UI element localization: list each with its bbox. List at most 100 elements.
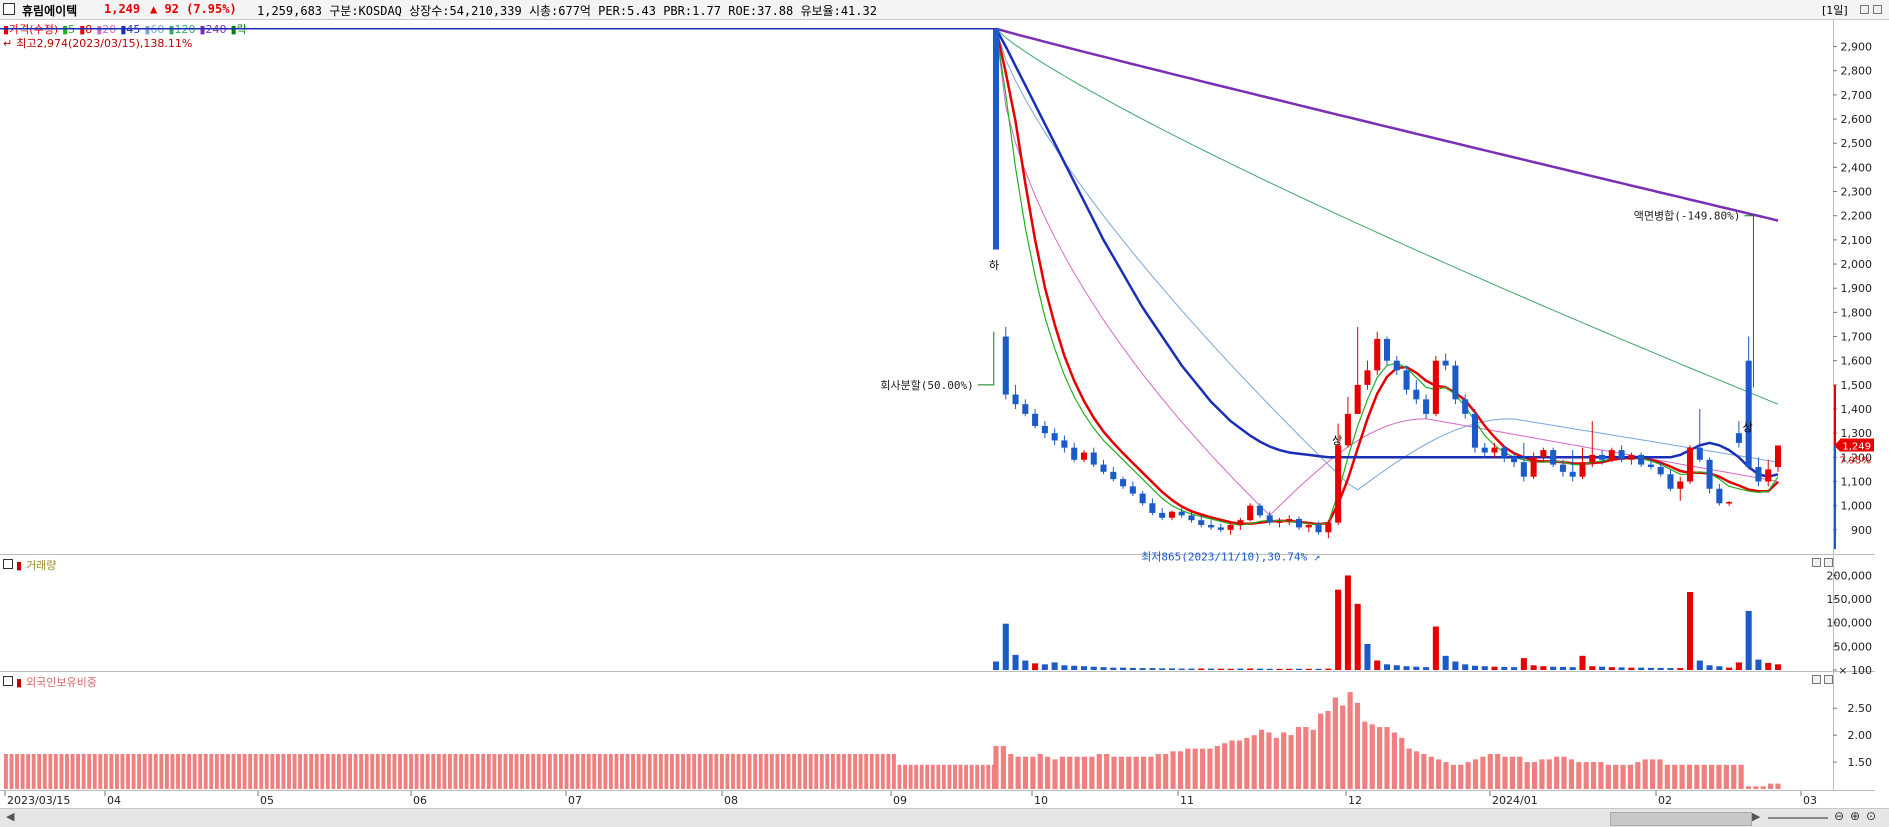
foreign-bar <box>398 754 402 789</box>
x-tick-label: 10 <box>1034 794 1048 807</box>
volume-bar <box>1090 666 1097 670</box>
bottom-scrollbar[interactable]: ◀ ▶ ⊖ ⊕ ⊙ <box>0 808 1889 827</box>
volume-y-tick-label: 150,000 <box>1827 593 1873 606</box>
foreign-bar <box>1236 740 1243 789</box>
foreign-bar <box>764 754 769 789</box>
foreign-bar <box>1214 745 1220 789</box>
legend-item[interactable]: ▮20 <box>96 23 117 36</box>
foreign-bar <box>65 754 69 789</box>
y-tick-label: 1,800 <box>1841 306 1873 319</box>
volume-bar <box>1159 668 1166 670</box>
legend-item[interactable]: ▮가격(수정) <box>3 23 59 36</box>
candle-body <box>1423 399 1430 414</box>
foreign-bar <box>181 754 186 789</box>
volume-bar <box>1520 658 1527 670</box>
foreign-bar <box>603 754 608 789</box>
foreign-bar <box>1199 748 1206 789</box>
foreign-bar <box>1421 754 1427 789</box>
foreign-bar <box>1259 729 1265 789</box>
foreign-bar <box>1502 756 1508 789</box>
volume-bar <box>1217 668 1224 670</box>
volume-bar <box>1002 623 1009 670</box>
y-tick-label: 2,500 <box>1841 137 1873 150</box>
candle-body <box>1403 370 1410 390</box>
candle-body <box>1100 464 1107 472</box>
volume-bar <box>1041 664 1048 670</box>
volume-y-tick-label: 100,000 <box>1827 617 1873 630</box>
candle-body <box>1452 365 1459 400</box>
price-legend: ▮가격(수정) ▮5 ▮8 ▮20 ▮45 ▮60 ▮120 ▮240 ▮락 <box>3 21 251 37</box>
panel-checkbox[interactable] <box>3 3 15 15</box>
zoom-out-icon[interactable]: ⊖ <box>1834 809 1845 823</box>
panel-divider[interactable] <box>0 554 1875 555</box>
legend-item[interactable]: ▮45 <box>120 23 141 36</box>
price-panel[interactable] <box>0 20 1833 554</box>
candle-body <box>1638 454 1645 465</box>
candle-body <box>1168 511 1175 518</box>
foreign-bar <box>331 754 336 789</box>
foreign-bar <box>203 754 208 789</box>
scroll-left-icon[interactable]: ◀ <box>6 810 15 823</box>
foreign-bar <box>742 754 747 789</box>
candle-body <box>1432 360 1439 414</box>
legend-item[interactable]: ▮락 <box>230 23 247 36</box>
volume-restore-icon[interactable] <box>1812 558 1821 567</box>
foreign-restore-icon[interactable] <box>1812 675 1821 684</box>
foreign-bar <box>1251 735 1257 789</box>
foreign-close-icon[interactable] <box>1824 675 1833 684</box>
volume-bar <box>1344 575 1351 670</box>
window-close-icon[interactable] <box>1873 5 1882 14</box>
legend-marker-icon: ▮ <box>16 676 23 689</box>
volume-panel[interactable] <box>0 555 1833 671</box>
volume-bar <box>1198 668 1205 670</box>
foreign-bar <box>403 754 408 789</box>
foreign-bar <box>1111 756 1117 789</box>
foreign-bar <box>880 754 885 789</box>
period-button[interactable]: [1일] <box>1822 4 1848 17</box>
volume-bar <box>1726 667 1733 670</box>
current-pct-tag: 7.95% <box>1839 456 1871 467</box>
foreign-bar <box>608 754 613 789</box>
foreign-bar <box>386 754 391 789</box>
legend-item[interactable]: ▮240 <box>199 23 227 36</box>
legend-item[interactable]: ▮120 <box>168 23 196 36</box>
foreign-bar <box>164 754 169 789</box>
volume-panel-checkbox[interactable] <box>3 559 13 569</box>
zoom-slider[interactable] <box>1768 817 1828 819</box>
foreign-bar <box>542 754 547 789</box>
x-axis <box>0 790 1875 809</box>
volume-bar <box>1647 667 1654 670</box>
zoom-in-icon[interactable]: ⊕ <box>1850 809 1861 823</box>
window-restore-icon[interactable] <box>1860 5 1869 14</box>
foreign-bar <box>20 754 25 789</box>
candle-body <box>1012 394 1019 405</box>
volume-bar <box>1071 665 1078 670</box>
foreign-bar <box>87 754 92 789</box>
volume-close-icon[interactable] <box>1824 558 1833 567</box>
volume-bar <box>1335 589 1342 670</box>
candle-body <box>1735 433 1742 443</box>
zoom-reset-icon[interactable]: ⊙ <box>1866 809 1877 823</box>
foreign-bar <box>553 754 558 789</box>
candle-body <box>1178 511 1185 516</box>
foreign-bar <box>842 754 846 789</box>
foreign-bar <box>1635 762 1641 789</box>
foreign-bar <box>681 754 685 789</box>
candle-body <box>1501 447 1508 458</box>
foreign-bar <box>48 754 53 789</box>
foreign-panel-checkbox[interactable] <box>3 676 13 686</box>
y-tick-label: 1,700 <box>1841 331 1873 344</box>
legend-item[interactable]: ▮5 <box>62 23 76 36</box>
foreign-bar <box>1487 754 1493 789</box>
candle-body <box>1217 527 1224 530</box>
scroll-right-icon[interactable]: ▶ <box>1752 810 1761 823</box>
candle-body <box>1227 525 1234 530</box>
volume-y-tick-label: × 100 <box>1838 664 1872 677</box>
foreign-bar <box>275 754 280 789</box>
legend-item[interactable]: ▮8 <box>79 23 93 36</box>
panel-divider-2[interactable] <box>0 671 1875 672</box>
candle-body <box>1599 454 1606 460</box>
legend-item[interactable]: ▮60 <box>144 23 165 36</box>
candle-body <box>1530 457 1537 477</box>
